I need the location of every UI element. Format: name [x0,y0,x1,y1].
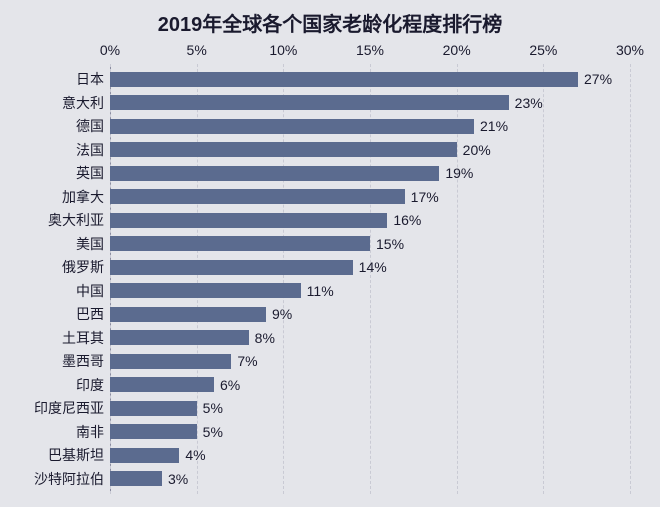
bar-row: 沙特阿拉伯3% [110,468,630,490]
category-label: 美国 [76,233,110,255]
bar-row: 南非5% [110,421,630,443]
bar [110,95,509,110]
bar-row: 加拿大17% [110,186,630,208]
bar-row: 法国20% [110,139,630,161]
category-label: 印度尼西亚 [34,397,110,419]
bar-row: 德国21% [110,115,630,137]
bar [110,166,439,181]
value-label: 5% [197,421,223,443]
value-label: 4% [179,444,205,466]
category-label: 南非 [76,421,110,443]
x-tick-label: 0% [100,42,120,58]
value-label: 21% [474,115,508,137]
category-label: 中国 [76,280,110,302]
value-label: 3% [162,468,188,490]
bar [110,330,249,345]
category-label: 印度 [76,374,110,396]
category-label: 奥大利亚 [48,209,110,231]
bar-row: 印度6% [110,374,630,396]
value-label: 27% [578,68,612,90]
value-label: 16% [387,209,421,231]
category-label: 墨西哥 [62,350,110,372]
value-label: 23% [509,92,543,114]
category-label: 日本 [76,68,110,90]
bar [110,236,370,251]
bar [110,189,405,204]
bar-row: 意大利23% [110,92,630,114]
bar [110,119,474,134]
value-label: 11% [301,280,334,302]
x-tick-label: 15% [356,42,384,58]
bar-row: 奥大利亚16% [110,209,630,231]
x-tick-label: 5% [187,42,207,58]
bar [110,377,214,392]
value-label: 8% [249,327,275,349]
category-label: 巴西 [76,303,110,325]
bar [110,72,578,87]
bar [110,283,301,298]
value-label: 15% [370,233,404,255]
chart-title: 2019年全球各个国家老龄化程度排行榜 [0,8,660,37]
bar-row: 美国15% [110,233,630,255]
bar [110,424,197,439]
bar-row: 印度尼西亚5% [110,397,630,419]
category-label: 德国 [76,115,110,137]
gridline [630,64,631,494]
bar [110,471,162,486]
bar [110,401,197,416]
x-tick-label: 10% [269,42,297,58]
category-label: 巴基斯坦 [48,444,110,466]
value-label: 5% [197,397,223,419]
x-tick-label: 20% [443,42,471,58]
bar [110,213,387,228]
category-label: 加拿大 [62,186,110,208]
value-label: 9% [266,303,292,325]
bar-row: 日本27% [110,68,630,90]
category-label: 俄罗斯 [62,256,110,278]
bar-row: 土耳其8% [110,327,630,349]
x-tick-label: 30% [616,42,644,58]
bar-row: 墨西哥7% [110,350,630,372]
category-label: 英国 [76,162,110,184]
category-label: 意大利 [62,92,110,114]
category-label: 沙特阿拉伯 [34,468,110,490]
bar [110,354,231,369]
value-label: 19% [439,162,473,184]
bar [110,448,179,463]
bar-row: 英国19% [110,162,630,184]
value-label: 17% [405,186,439,208]
value-label: 7% [231,350,257,372]
bar [110,307,266,322]
category-label: 法国 [76,139,110,161]
aging-chart: 2019年全球各个国家老龄化程度排行榜 0% 5% 10% 15% 20% 25% 30% 日… [0,0,660,507]
category-label: 土耳其 [62,327,110,349]
plot-area: 0%5%10%15%20%25%30%日本27%意大利23%德国21%法国20%… [110,64,630,494]
x-tick-label: 25% [529,42,557,58]
value-label: 14% [353,256,387,278]
bar-row: 俄罗斯14% [110,256,630,278]
bar-row: 巴基斯坦4% [110,444,630,466]
bar-row: 中国11% [110,280,630,302]
bar [110,260,353,275]
bar [110,142,457,157]
value-label: 6% [214,374,240,396]
value-label: 20% [457,139,491,161]
bar-row: 巴西9% [110,303,630,325]
